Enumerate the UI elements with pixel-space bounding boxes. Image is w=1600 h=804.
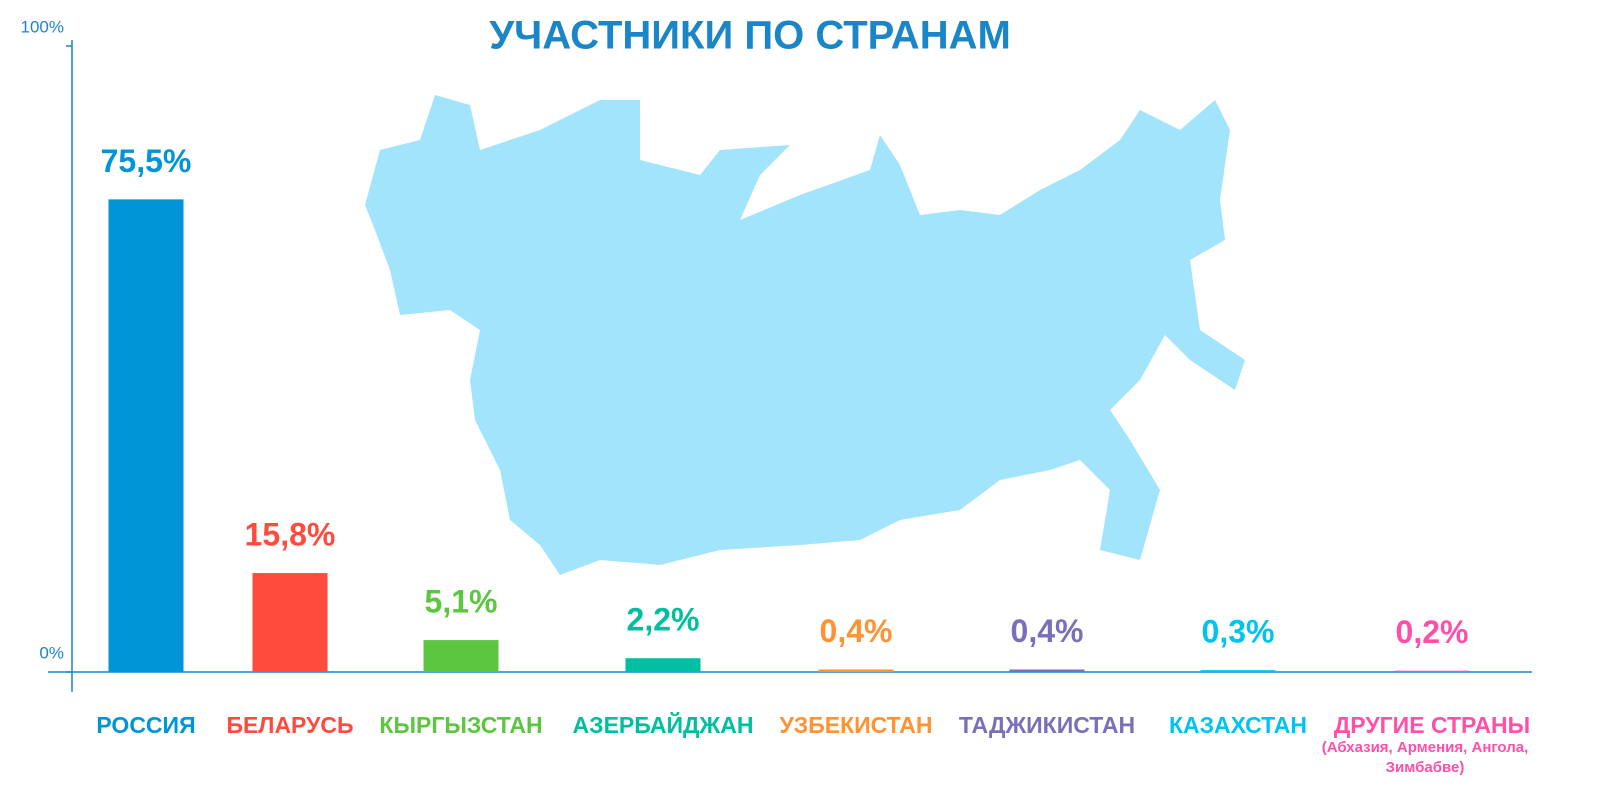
y-tick-label: 0% xyxy=(39,643,64,662)
value-label: 0,4% xyxy=(1011,613,1084,649)
x-tick-label: УЗБЕКИСТАН xyxy=(779,712,932,738)
bar xyxy=(1200,670,1276,672)
bar xyxy=(108,199,184,672)
map-silhouette xyxy=(365,95,1245,575)
value-label: 0,4% xyxy=(820,613,893,649)
x-tick-label: КАЗАХСТАН xyxy=(1169,712,1307,738)
bar xyxy=(1394,670,1470,672)
value-label: 0,3% xyxy=(1202,614,1275,650)
x-tick-label: РОССИЯ xyxy=(96,712,195,738)
bar xyxy=(252,573,328,672)
x-tick-label: ДРУГИЕ СТРАНЫ xyxy=(1334,712,1530,738)
bar xyxy=(818,669,894,672)
value-label: 5,1% xyxy=(425,584,498,620)
value-label: 75,5% xyxy=(101,143,192,179)
chart-title: УЧАСТНИКИ ПО СТРАНАМ xyxy=(489,14,1011,58)
bar xyxy=(625,658,701,672)
category-note: (Абхазия, Армения, Ангола, Зимбабве) xyxy=(1321,739,1529,776)
bar xyxy=(423,640,499,672)
y-tick-label: 100% xyxy=(21,17,64,36)
x-tick-label: ТАДЖИКИСТАН xyxy=(959,712,1135,738)
bar xyxy=(1009,669,1085,672)
x-tick-label: БЕЛАРУСЬ xyxy=(226,712,353,738)
value-label: 15,8% xyxy=(245,517,336,553)
x-tick-label: КЫРГЫЗСТАН xyxy=(379,712,542,738)
value-label: 0,2% xyxy=(1396,614,1469,650)
x-tick-label: АЗЕРБАЙДЖАН xyxy=(573,711,754,738)
value-label: 2,2% xyxy=(627,602,700,638)
